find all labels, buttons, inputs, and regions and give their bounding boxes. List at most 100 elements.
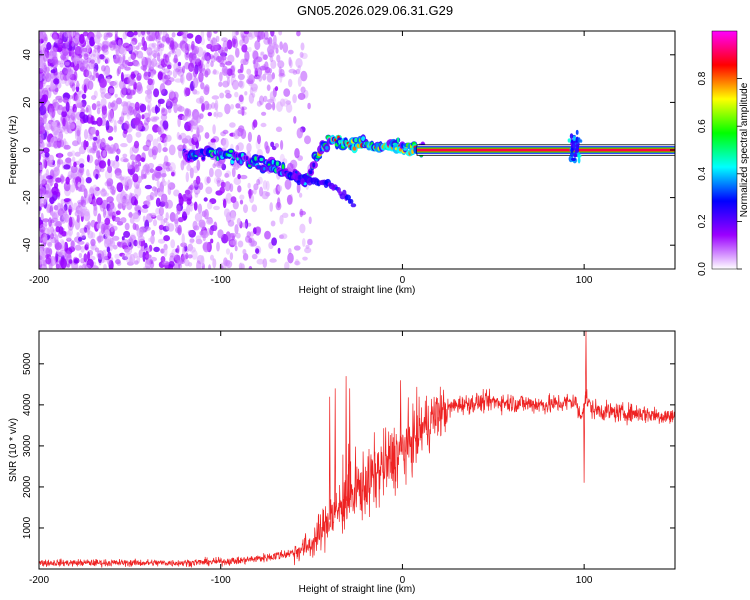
noise-speck — [165, 36, 171, 45]
noise-speck — [234, 91, 239, 98]
noise-speck — [160, 43, 165, 52]
noise-speck — [122, 84, 127, 96]
noise-speck — [199, 95, 205, 105]
noise-speck — [149, 191, 155, 201]
noise-speck — [299, 51, 304, 59]
colorbar-label: Normalized spectral amplitude — [739, 82, 750, 217]
noise-speck — [106, 76, 111, 84]
noise-speck — [210, 238, 214, 244]
noise-speck — [130, 52, 137, 61]
noise-speck — [116, 148, 121, 155]
noise-speck — [124, 66, 131, 71]
noise-speck — [297, 92, 306, 100]
noise-speck — [284, 261, 290, 269]
noise-speck — [141, 114, 145, 120]
noise-speck — [186, 109, 192, 117]
noise-speck — [89, 134, 94, 140]
noise-speck — [264, 230, 271, 240]
noise-speck — [102, 150, 107, 157]
noise-speck — [212, 163, 216, 169]
noise-speck — [63, 164, 71, 170]
noise-speck — [45, 191, 53, 199]
noise-speck — [252, 86, 258, 93]
noise-speck — [39, 31, 43, 39]
noise-speck — [240, 128, 247, 140]
noise-speck — [62, 117, 66, 127]
noise-speck — [239, 80, 245, 89]
noise-speck — [122, 242, 128, 249]
noise-speck — [53, 140, 59, 149]
noise-speck — [194, 192, 199, 198]
noise-speck — [229, 252, 234, 261]
noise-speck — [190, 43, 195, 51]
noise-speck — [234, 245, 238, 252]
noise-speck — [274, 143, 279, 148]
noise-speck — [134, 224, 139, 231]
noise-speck — [109, 81, 117, 86]
noise-speck — [110, 102, 115, 108]
noise-speck — [43, 99, 51, 111]
noise-speck — [66, 263, 70, 268]
noise-speck — [282, 98, 290, 107]
noise-speck — [250, 31, 256, 39]
noise-speck — [265, 180, 270, 191]
noise-speck — [57, 104, 63, 111]
noise-speck — [57, 98, 63, 103]
noise-speck — [92, 150, 96, 155]
noise-speck — [158, 206, 164, 216]
noise-speck — [72, 103, 77, 113]
noise-speck — [301, 52, 308, 60]
noise-speck — [240, 263, 245, 269]
noise-speck — [177, 116, 181, 128]
noise-speck — [215, 35, 220, 43]
noise-speck — [93, 206, 98, 211]
noise-speck — [171, 32, 176, 38]
noise-speck — [74, 219, 81, 230]
signal-core — [309, 170, 313, 175]
noise-speck — [51, 212, 58, 223]
noise-speck — [42, 62, 47, 70]
noise-speck — [252, 119, 258, 128]
noise-speck — [262, 64, 267, 71]
snr-x-label: Height of straight line (km) — [299, 584, 416, 595]
noise-speck — [39, 170, 42, 176]
noise-speck — [173, 189, 180, 197]
noise-speck — [243, 204, 248, 214]
signal-branch — [300, 178, 305, 186]
noise-speck — [109, 144, 117, 155]
noise-speck — [181, 115, 188, 121]
noise-speck — [237, 173, 241, 180]
noise-speck — [157, 98, 165, 105]
noise-speck — [120, 143, 128, 148]
noise-speck — [64, 252, 72, 261]
colorbar-tick-label: 0.8 — [697, 71, 708, 85]
noise-speck — [66, 69, 73, 79]
noise-speck — [146, 47, 153, 56]
burst-speck — [570, 147, 574, 153]
noise-speck — [57, 152, 62, 160]
noise-speck — [134, 186, 142, 197]
noise-speck — [102, 207, 107, 219]
noise-speck — [42, 147, 50, 154]
noise-speck — [90, 127, 96, 135]
noise-speck — [121, 253, 128, 261]
noise-speck — [235, 144, 240, 151]
noise-speck — [91, 120, 98, 125]
noise-speck — [50, 69, 56, 74]
noise-speck — [42, 158, 47, 168]
burst-speck — [577, 156, 581, 164]
noise-speck — [224, 103, 231, 115]
burst-speck — [572, 135, 576, 142]
noise-speck — [78, 236, 83, 242]
noise-speck — [262, 73, 267, 81]
y-tick-label: 3000 — [22, 434, 33, 457]
noise-speck — [124, 59, 129, 65]
noise-speck — [196, 260, 202, 269]
noise-speck — [164, 56, 171, 65]
signal-branch — [294, 174, 300, 182]
noise-speck — [78, 63, 82, 69]
noise-speck — [200, 31, 205, 39]
noise-speck — [49, 83, 56, 90]
noise-speck — [76, 60, 83, 70]
noise-speck — [47, 143, 52, 148]
